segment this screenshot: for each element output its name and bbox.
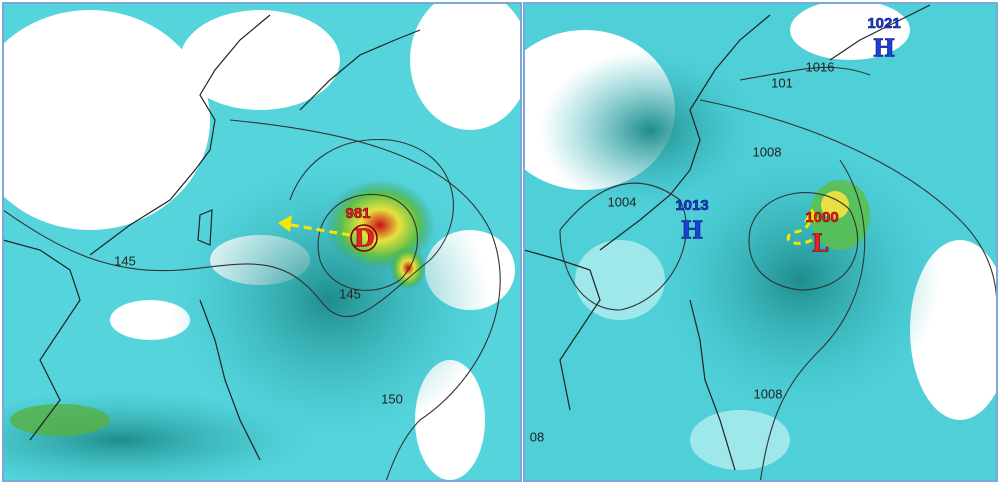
- pressure-label: 1013: [675, 197, 708, 214]
- pressure-label: 1000: [805, 209, 838, 226]
- panel-border: [523, 2, 998, 482]
- contour-label: 1016: [806, 59, 835, 74]
- arrow-head: [278, 215, 292, 232]
- contour: [559, 182, 687, 311]
- low-symbol: L: [812, 229, 829, 258]
- contour: [739, 66, 871, 81]
- contour-label: 145: [339, 286, 361, 301]
- right-map: 1021 H 1016 101 1008 1004 1013 H 1000 L …: [524, 3, 997, 481]
- contour: [229, 119, 501, 481]
- track-arrow: [786, 214, 814, 245]
- pressure-label: 1021: [867, 15, 900, 32]
- pressure-label: 981: [345, 205, 370, 222]
- low-center: [350, 224, 378, 252]
- left-map: 981 D 145 145 150: [3, 3, 521, 481]
- contour: [317, 193, 418, 291]
- contour: [748, 192, 859, 291]
- coastline: [3, 14, 421, 461]
- contour-label: 145: [114, 253, 136, 268]
- low-symbol: D: [354, 224, 375, 253]
- contour-label: 150: [381, 391, 403, 406]
- arrow-head: [804, 208, 820, 222]
- contour-label: 1008: [754, 386, 783, 401]
- coastline: [524, 4, 931, 471]
- contour: [699, 99, 997, 320]
- high-symbol: H: [681, 216, 704, 245]
- contour-label: 101: [771, 75, 793, 90]
- track-arrow: [279, 221, 351, 237]
- panel-border: [2, 2, 522, 482]
- contour-label: 08: [530, 429, 544, 444]
- contour: [3, 139, 454, 318]
- contour-label: 1004: [608, 194, 637, 209]
- high-symbol: H: [873, 34, 896, 63]
- contour: [759, 159, 866, 481]
- contour-label: 1008: [753, 144, 782, 159]
